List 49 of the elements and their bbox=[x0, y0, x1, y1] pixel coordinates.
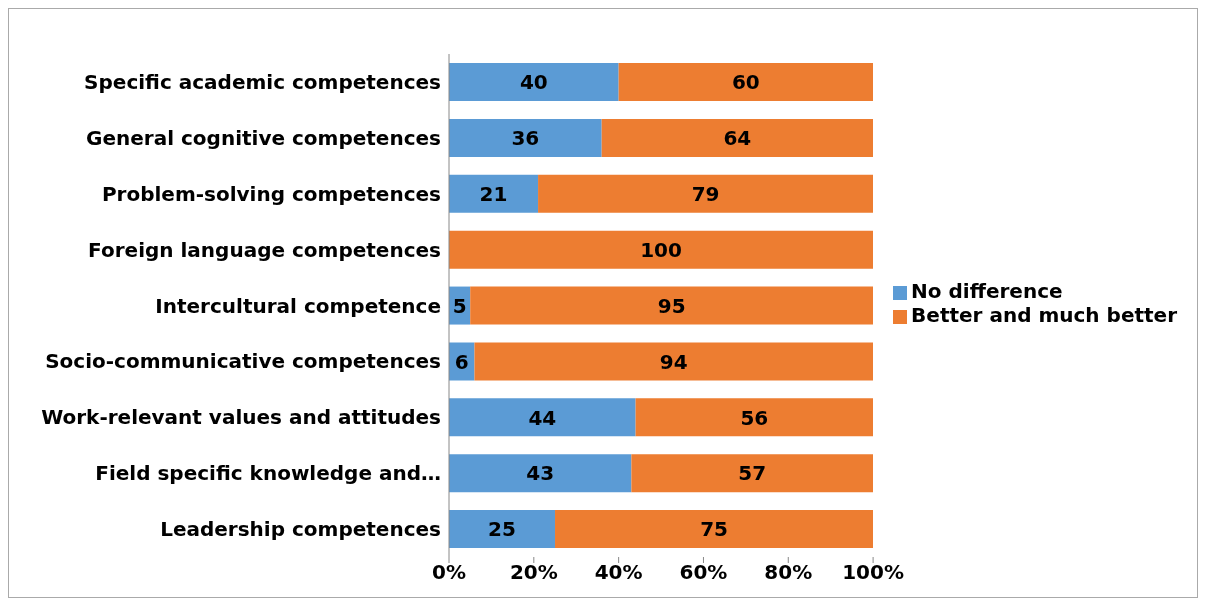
bar bbox=[449, 63, 619, 101]
data-label: 56 bbox=[740, 405, 769, 430]
y-tick-label: Socio-communicative competences bbox=[45, 349, 441, 374]
y-tick-label: Field specific knowledge and… bbox=[95, 461, 441, 486]
y-tick-label: General cognitive competences bbox=[86, 125, 441, 150]
data-label: 6 bbox=[454, 349, 469, 374]
data-label: 43 bbox=[526, 461, 555, 486]
y-tick-label: Intercultural competence bbox=[155, 293, 441, 318]
y-tick-label: Leadership competences bbox=[160, 517, 441, 542]
bar bbox=[449, 398, 636, 437]
x-tick-label: 20% bbox=[509, 560, 558, 585]
bar bbox=[449, 454, 632, 493]
data-label: 40 bbox=[519, 70, 548, 95]
bar bbox=[538, 174, 874, 213]
bar bbox=[449, 174, 539, 213]
data-label: 75 bbox=[700, 517, 728, 542]
data-label: 79 bbox=[691, 181, 720, 206]
data-label: 5 bbox=[452, 293, 467, 318]
data-label: 36 bbox=[511, 126, 540, 151]
data-label: 57 bbox=[738, 461, 767, 486]
data-label: 94 bbox=[659, 349, 688, 374]
bar bbox=[601, 118, 874, 157]
bar bbox=[555, 510, 874, 549]
data-label: 60 bbox=[731, 70, 760, 95]
bar bbox=[449, 118, 602, 157]
x-tick-label: 60% bbox=[679, 560, 728, 585]
x-tick-label: 0% bbox=[432, 560, 466, 585]
bar bbox=[635, 398, 874, 437]
x-tick-label: 40% bbox=[594, 560, 643, 585]
y-tick-label: Work-relevant values and attitudes bbox=[41, 405, 441, 430]
bar bbox=[618, 63, 874, 101]
data-label: 64 bbox=[723, 126, 752, 151]
x-tick-label: 80% bbox=[764, 560, 813, 585]
data-label: 100 bbox=[640, 237, 682, 262]
legend-label: No difference bbox=[911, 279, 1063, 303]
y-tick-label: Specific academic competences bbox=[84, 70, 441, 95]
bar bbox=[631, 454, 874, 493]
data-label: 95 bbox=[657, 293, 686, 318]
y-tick-label: Foreign language competences bbox=[88, 237, 441, 262]
x-tick-label: 100% bbox=[842, 560, 904, 585]
bar bbox=[449, 510, 556, 549]
data-label: 44 bbox=[528, 405, 557, 430]
bar bbox=[449, 230, 874, 269]
legend-label: Better and much better bbox=[911, 303, 1177, 327]
data-label: 25 bbox=[488, 517, 516, 542]
bar bbox=[474, 342, 874, 381]
bar bbox=[470, 286, 874, 325]
y-tick-label: Problem-solving competences bbox=[101, 181, 441, 206]
data-label: 21 bbox=[479, 181, 508, 206]
